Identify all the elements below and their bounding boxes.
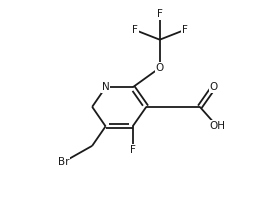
Text: N: N [102, 82, 110, 92]
Text: F: F [132, 25, 138, 35]
Text: F: F [130, 145, 136, 155]
Text: F: F [182, 25, 188, 35]
Text: O: O [156, 63, 164, 73]
Text: O: O [209, 82, 218, 92]
Text: OH: OH [209, 121, 225, 131]
Text: F: F [157, 9, 163, 19]
Text: Br: Br [58, 157, 69, 167]
